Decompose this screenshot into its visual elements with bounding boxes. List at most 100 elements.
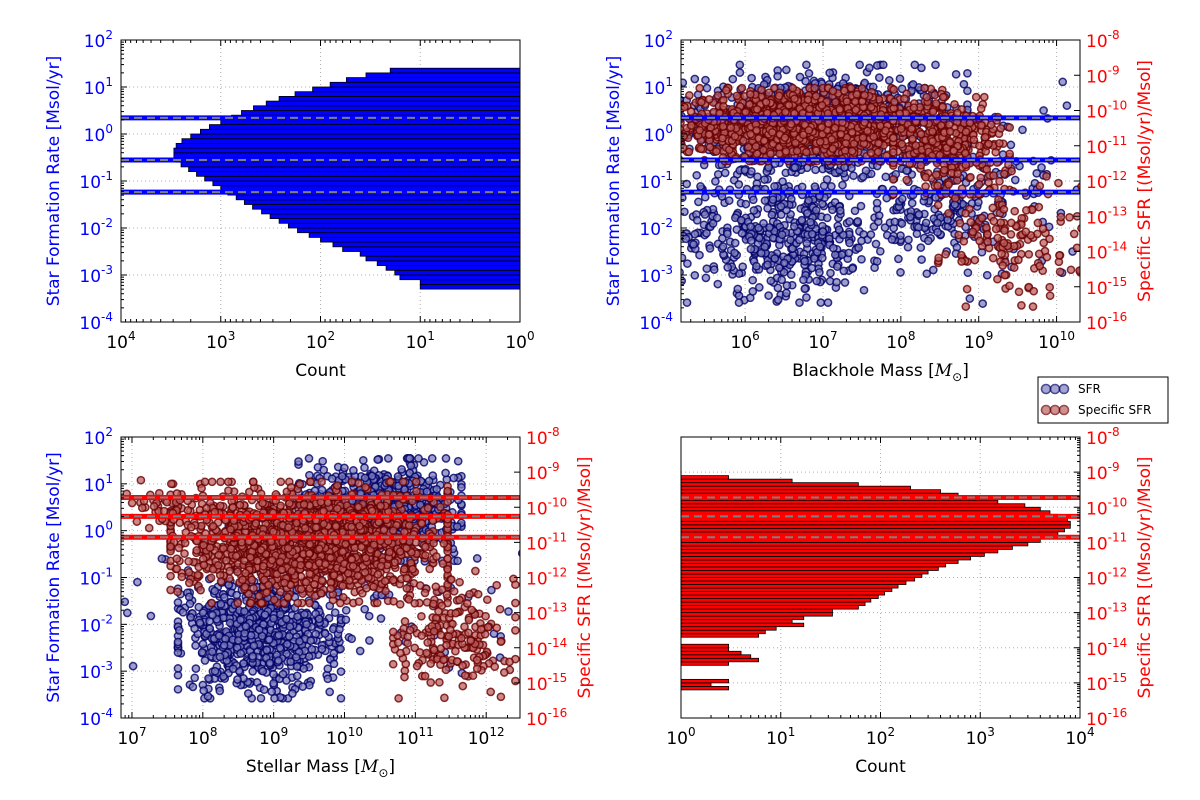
sfr-point	[219, 640, 229, 650]
sfr-point	[673, 124, 680, 131]
sfr-point	[207, 647, 217, 657]
sfr-point	[232, 590, 242, 600]
sfr-point	[239, 658, 248, 668]
ssfr-point	[995, 138, 1004, 148]
sfr-point	[753, 172, 762, 182]
histogram-bar	[265, 100, 520, 107]
ssfr-point	[900, 94, 909, 104]
sfr-point	[712, 213, 722, 223]
sfr-point	[240, 628, 249, 638]
sfr-point	[963, 268, 973, 278]
sfr-point	[887, 235, 897, 244]
sfr-point	[815, 242, 825, 252]
ssfr-point	[768, 127, 777, 137]
ssfr-point	[695, 83, 705, 93]
ssfr-point	[1034, 249, 1044, 259]
sfr-point	[307, 644, 317, 654]
sfr-point	[760, 196, 770, 205]
sfr-point	[670, 146, 677, 153]
sfr-point	[735, 60, 745, 70]
sfr-point	[801, 76, 810, 86]
ssfr-point	[941, 249, 950, 259]
sfr-point	[832, 262, 842, 271]
x-tick-label: 108	[886, 329, 915, 353]
sfr-point	[195, 618, 205, 628]
sfr-point	[847, 163, 856, 173]
histogram-bar	[212, 180, 520, 187]
sfr-point	[840, 278, 850, 287]
sfr-point	[897, 219, 907, 228]
sfr-point	[659, 106, 666, 113]
ssfr-point	[835, 104, 845, 114]
ssfr-point	[908, 134, 917, 144]
sfr-point	[965, 294, 975, 303]
ssfr-point	[718, 122, 728, 131]
ssfr-point	[986, 120, 996, 130]
histogram-bar	[332, 241, 520, 248]
sfr-point	[713, 169, 723, 179]
y-tick-label: 100	[84, 122, 113, 146]
ssfr-point	[1042, 172, 1051, 181]
sfr-point	[897, 194, 907, 204]
ssfr-point	[888, 133, 898, 143]
sfr-point	[293, 612, 302, 621]
ssfr-point	[739, 136, 748, 145]
ssfr-point	[759, 136, 769, 146]
ssfr-point	[984, 139, 993, 149]
ssfr-point	[661, 103, 668, 110]
sfr-point	[767, 210, 777, 220]
histogram-bar	[181, 138, 520, 144]
sfr-point	[1058, 77, 1068, 87]
sfr-point	[233, 675, 242, 684]
sfr-point	[284, 632, 294, 641]
y-tick-label: 10-1	[79, 169, 113, 193]
sfr-point	[746, 222, 755, 231]
sfr-point	[802, 239, 812, 248]
x-tick-label: 101	[406, 329, 435, 353]
ssfr-point	[874, 138, 883, 148]
ssfr-point	[1034, 202, 1044, 212]
ssfr-point	[974, 180, 984, 189]
sfr-point	[701, 273, 711, 283]
histogram-bar	[342, 246, 520, 252]
sfr-point	[754, 283, 764, 292]
sfr-point	[1010, 175, 1020, 185]
ssfr-point	[745, 100, 754, 109]
sfr-point	[249, 641, 259, 651]
ssfr-point	[988, 253, 998, 263]
x-tick-label: 107	[808, 329, 837, 353]
histogram-bar	[365, 255, 520, 262]
sfr-point	[673, 124, 680, 131]
sfr-point	[748, 287, 758, 296]
sfr-point	[190, 673, 200, 683]
ssfr-point	[1042, 252, 1052, 262]
ssfr-point	[661, 101, 668, 108]
ssfr-point	[852, 90, 862, 99]
ssfr-point	[781, 107, 790, 117]
histogram-bar	[173, 152, 520, 158]
ssfr-point	[890, 97, 899, 107]
sfr-point	[311, 629, 321, 639]
panel-sfr-histogram: 104 103 102 101 100Count10-410-310-210-11001…	[44, 28, 535, 381]
sfr-point	[853, 217, 863, 226]
x-tick-label: 109	[964, 329, 993, 353]
ssfr-point	[673, 138, 680, 145]
ssfr-point	[803, 95, 813, 105]
sfr-point	[1006, 140, 1016, 150]
ssfr-point	[999, 205, 1009, 214]
ssfr-point	[836, 129, 846, 139]
ssfr-point	[831, 97, 840, 107]
ssfr-point	[866, 148, 876, 158]
histogram-bar	[419, 279, 520, 285]
sfr-point	[236, 615, 245, 625]
sfr-point	[903, 242, 913, 252]
y2-tick-label: 10-10	[1086, 99, 1127, 123]
sfr-point	[225, 618, 235, 628]
histogram-bar	[394, 269, 520, 276]
ssfr-point	[928, 127, 937, 136]
histogram-bar	[269, 213, 520, 219]
ssfr-point	[998, 261, 1008, 270]
ssfr-point	[1007, 166, 1016, 176]
sfr-point	[330, 608, 340, 617]
